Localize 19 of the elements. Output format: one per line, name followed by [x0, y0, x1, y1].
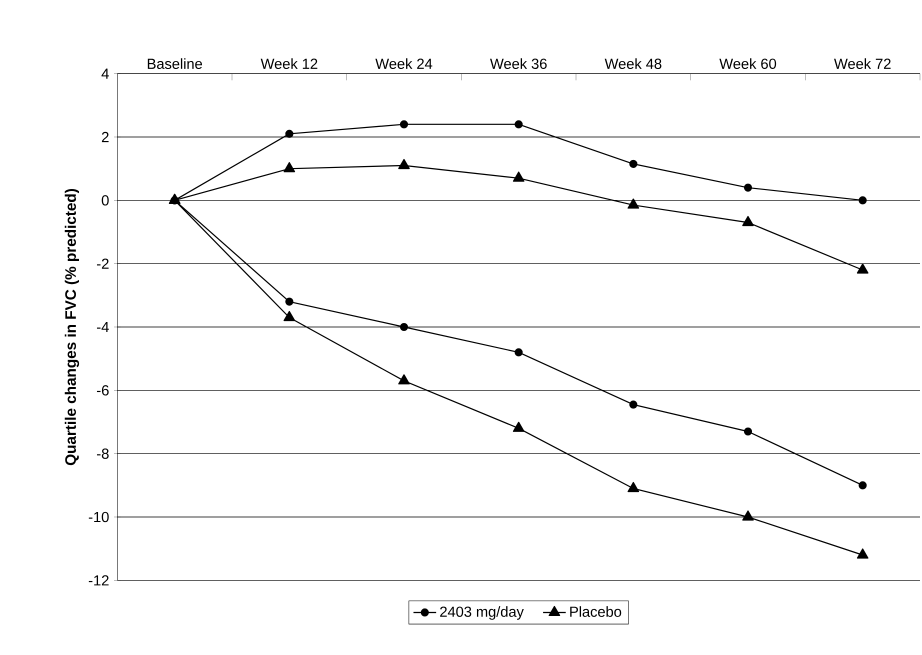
x-tick-label: Week 48	[604, 58, 662, 69]
y-tick-label: 0	[102, 195, 109, 206]
y-tick-label: -4	[96, 322, 109, 332]
y-axis-title: Quartile changes in FVC (% predicted)	[64, 188, 80, 466]
y-tick-label: -2	[96, 258, 109, 269]
x-tick-label: Week 72	[834, 58, 891, 69]
y-tick-label: -10	[88, 512, 109, 522]
legend-label: 2403 mg/day	[440, 606, 524, 620]
x-tick-label: Baseline	[148, 58, 202, 69]
x-tick-label: Week 36	[490, 58, 547, 69]
y-tick-label: 4	[102, 68, 109, 79]
y-tick-label: 2	[102, 132, 109, 142]
y-tick-label: -12	[88, 575, 109, 586]
y-tick-label: -6	[96, 385, 109, 396]
legend-label: Placebo	[570, 606, 622, 617]
x-tick-label: Week 60	[719, 58, 776, 69]
x-tick-label: Week 24	[375, 58, 432, 69]
y-tick-label: -8	[96, 448, 109, 459]
x-tick-label: Week 12	[260, 58, 318, 69]
